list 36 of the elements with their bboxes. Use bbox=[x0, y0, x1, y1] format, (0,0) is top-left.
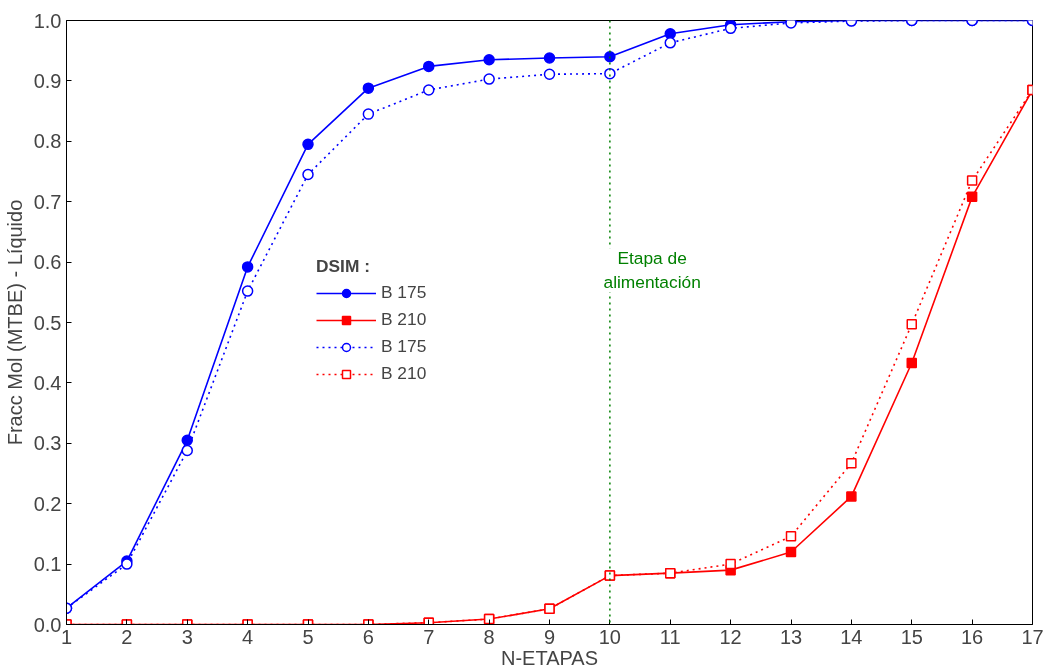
legend-label: B 210 bbox=[381, 363, 427, 384]
x-tick-label: 7 bbox=[423, 625, 435, 648]
y-tick-label: 0.0 bbox=[33, 613, 62, 636]
legend-title: DSIM : bbox=[316, 256, 371, 277]
legend-label: B 175 bbox=[381, 336, 427, 357]
legend-label: B 175 bbox=[381, 282, 427, 303]
y-tick-label: 0.5 bbox=[33, 311, 62, 334]
x-tick-label: 6 bbox=[362, 625, 374, 648]
y-tick-label: 0.6 bbox=[33, 251, 62, 274]
x-tick-label: 9 bbox=[543, 625, 556, 648]
x-tick-label: 3 bbox=[181, 625, 193, 648]
ref-line-label: Etapa de alimentación bbox=[603, 248, 701, 293]
y-tick-label: 0.8 bbox=[33, 130, 62, 153]
y-tick-label: 0.3 bbox=[33, 432, 62, 455]
x-tick-label: 12 bbox=[719, 625, 742, 648]
y-tick-label: 0.9 bbox=[33, 69, 62, 92]
x-axis-title: N-ETAPAS bbox=[500, 646, 599, 669]
y-tick-label: 0.2 bbox=[33, 492, 62, 515]
y-axis-title: Fracc Mol (MTBE) - Líquido bbox=[3, 199, 26, 446]
y-tick-label: 1.0 bbox=[33, 9, 62, 32]
x-tick-label: 8 bbox=[483, 625, 495, 648]
x-tick-label: 15 bbox=[900, 625, 923, 648]
x-tick-label: 4 bbox=[242, 625, 254, 648]
x-tick-label: 10 bbox=[598, 625, 621, 648]
y-tick-label: 0.4 bbox=[33, 371, 62, 394]
x-tick-label: 2 bbox=[121, 625, 133, 648]
legend-label: B 210 bbox=[381, 309, 427, 330]
x-tick-label: 14 bbox=[840, 625, 863, 648]
x-tick-label: 11 bbox=[659, 625, 681, 648]
x-tick-label: 5 bbox=[302, 625, 314, 648]
y-tick-label: 0.7 bbox=[33, 190, 62, 213]
y-tick-label: 0.1 bbox=[33, 553, 62, 576]
x-tick-label: 13 bbox=[779, 625, 803, 648]
x-tick-label: 1 bbox=[60, 625, 73, 648]
x-tick-label: 16 bbox=[961, 625, 984, 648]
x-tick-label: 17 bbox=[1021, 625, 1044, 648]
